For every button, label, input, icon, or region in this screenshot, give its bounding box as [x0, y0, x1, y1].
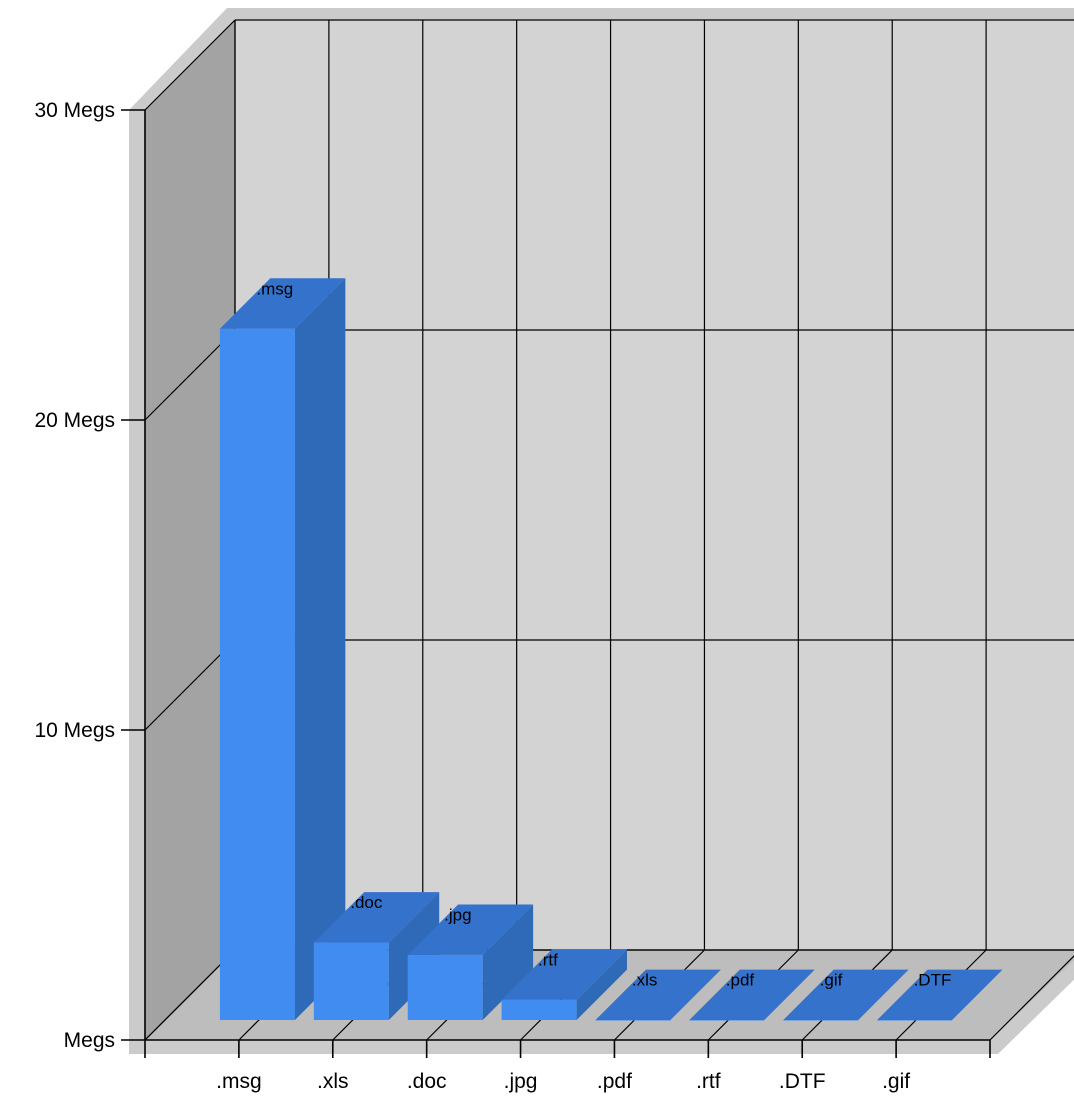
bar-top — [783, 969, 909, 1020]
bar-side — [576, 949, 628, 1020]
y-tick-label: Megs — [64, 1029, 115, 1052]
bar-top — [313, 892, 440, 943]
bar-top — [501, 949, 628, 1000]
bar-front — [783, 1020, 859, 1021]
bar-top — [219, 278, 346, 329]
bar-data-label: .gif — [820, 971, 843, 990]
bar-top — [689, 969, 815, 1020]
floor-gridline — [989, 955, 1074, 1041]
bar-front — [313, 942, 389, 1020]
x-tick-label: .pdf — [597, 1070, 632, 1093]
bar-front — [877, 1020, 953, 1021]
bar-data-label: .xls — [632, 971, 658, 990]
bar-top — [595, 969, 721, 1020]
bar-front — [689, 1020, 765, 1021]
bar-top — [407, 904, 534, 955]
back-wall — [235, 20, 1074, 950]
x-tick-label: .rtf — [696, 1070, 721, 1093]
bar-data-label: .jpg — [444, 906, 471, 925]
bar-side — [294, 278, 346, 1020]
x-tick-label: .gif — [882, 1070, 910, 1093]
bar-data-label: .doc — [350, 893, 383, 912]
bar-front — [219, 328, 295, 1020]
x-tick-label: .xls — [317, 1070, 349, 1093]
y-tick-label: 10 Megs — [34, 719, 115, 742]
bar-front — [595, 1020, 671, 1021]
bar-side — [482, 904, 534, 1020]
bar-data-label: .pdf — [726, 971, 755, 990]
side-wall — [145, 20, 235, 1040]
bar-front — [501, 999, 577, 1020]
y-tick-label: 20 Megs — [34, 409, 115, 432]
bar-front — [407, 954, 483, 1020]
bar-data-label: .rtf — [538, 950, 558, 969]
x-tick-label: .msg — [216, 1070, 262, 1093]
floor-shadow — [145, 950, 1074, 1054]
y-tick-label: 30 Megs — [34, 99, 115, 122]
bar-data-label: .DTF — [914, 971, 952, 990]
x-tick-label: .DTF — [779, 1070, 826, 1093]
x-tick-label: .doc — [407, 1070, 447, 1093]
side-gridline — [144, 19, 236, 111]
bar-top — [877, 969, 1003, 1020]
bar-data-label: .msg — [256, 279, 293, 298]
x-tick-label: .jpg — [504, 1070, 538, 1093]
